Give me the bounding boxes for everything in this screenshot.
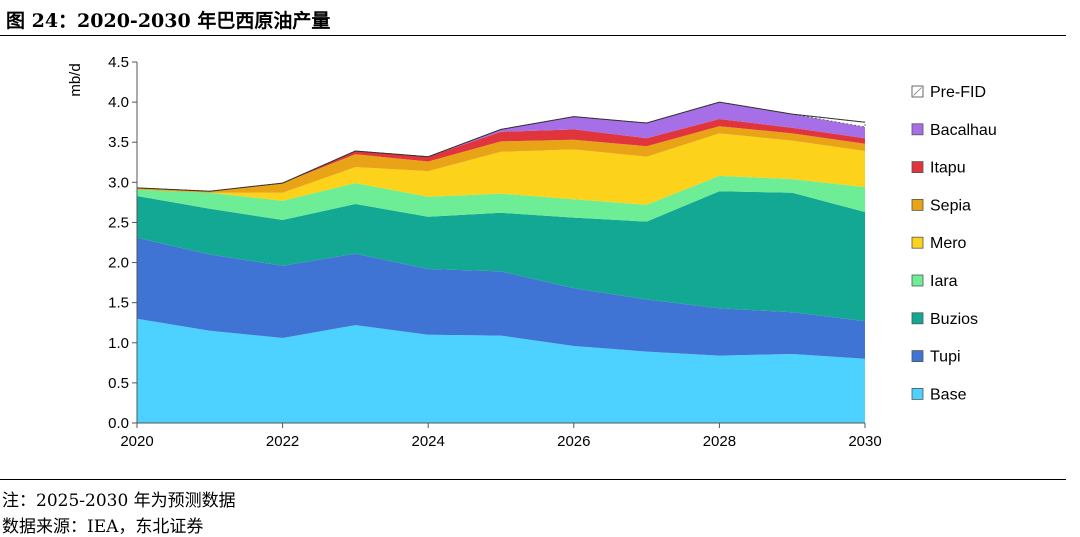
legend-label-buzios: Buzios: [930, 311, 978, 328]
title-rule: [0, 35, 1066, 36]
area-mero: [137, 133, 865, 205]
y-tick-label: 3.5: [108, 134, 129, 151]
area-base: [137, 318, 865, 423]
y-tick-label: 3.0: [108, 174, 129, 191]
total-outline: [136, 101, 866, 192]
area-buzios: [137, 191, 865, 322]
legend-label-iara: Iara: [930, 273, 958, 290]
y-tick-label: 2.0: [108, 255, 129, 272]
legend-swatch-bacalhau: [911, 123, 924, 136]
legend-swatch-tupi: [911, 350, 924, 363]
area-pre-fid: [136, 101, 866, 192]
legend: Pre-FID Bacalhau Itapu Sepia Mero Iara Buzios T…: [911, 84, 997, 403]
x-tick-label: 2020: [120, 433, 153, 450]
legend-swatch-buzios: [911, 312, 924, 325]
legend-swatch-iara: [911, 274, 924, 287]
x-tick-label: 2022: [266, 433, 299, 450]
y-tick-label: 0.0: [108, 415, 129, 432]
legend-label-tupi: Tupi: [930, 349, 961, 366]
legend-label-bacalhau: Bacalhau: [930, 122, 997, 139]
figure-note: 注：2025-2030 年为预测数据: [2, 491, 236, 511]
legend-swatch-hatch: [913, 87, 922, 96]
y-tick-label: 4.5: [108, 54, 129, 71]
y-tick-label: 1.5: [108, 295, 129, 312]
y-tick-label: 2.5: [108, 214, 129, 231]
x-tick-label: 2030: [848, 433, 881, 450]
area-bacalhau: [137, 102, 865, 192]
bottom-rule: [0, 479, 1066, 480]
chart-area: 0.0 0.5 1.0 1.5 2.0 2.5 3.0 3.5 4.0 4.5 2020 2022 20…: [67, 54, 997, 450]
x-tick-label: 2026: [557, 433, 590, 450]
axes-layer: 0.0 0.5 1.0 1.5 2.0 2.5 3.0 3.5 4.0 4.5 2020 2022 20…: [108, 54, 882, 450]
legend-label-base: Base: [930, 386, 967, 403]
legend-swatch-itapu: [911, 161, 924, 174]
areas-layer: [136, 101, 866, 423]
y-tick-label: 1.0: [108, 335, 129, 352]
x-tick-label: 2028: [703, 433, 736, 450]
y-axis-label: mb/d: [67, 63, 84, 96]
area-iara: [137, 175, 865, 222]
area-tupi: [137, 237, 865, 359]
area-itapu: [137, 119, 865, 192]
legend-label-itapu: Itapu: [930, 160, 966, 177]
legend-swatch-mero: [911, 236, 924, 249]
legend-label-sepia: Sepia: [930, 197, 971, 214]
y-tick-label: 4.0: [108, 94, 129, 111]
area-sepia: [137, 126, 865, 193]
x-tick-label: 2024: [412, 433, 445, 450]
legend-swatch-sepia: [911, 198, 924, 211]
legend-label-pre-fid: Pre-FID: [930, 84, 986, 101]
legend-swatch-base: [911, 387, 924, 400]
figure-source: 数据来源：IEA，东北证券: [2, 517, 204, 537]
figure-title: 图 24：2020-2030 年巴西原油产量: [6, 10, 331, 32]
legend-label-mero: Mero: [930, 235, 967, 252]
y-tick-label: 0.5: [108, 375, 129, 392]
